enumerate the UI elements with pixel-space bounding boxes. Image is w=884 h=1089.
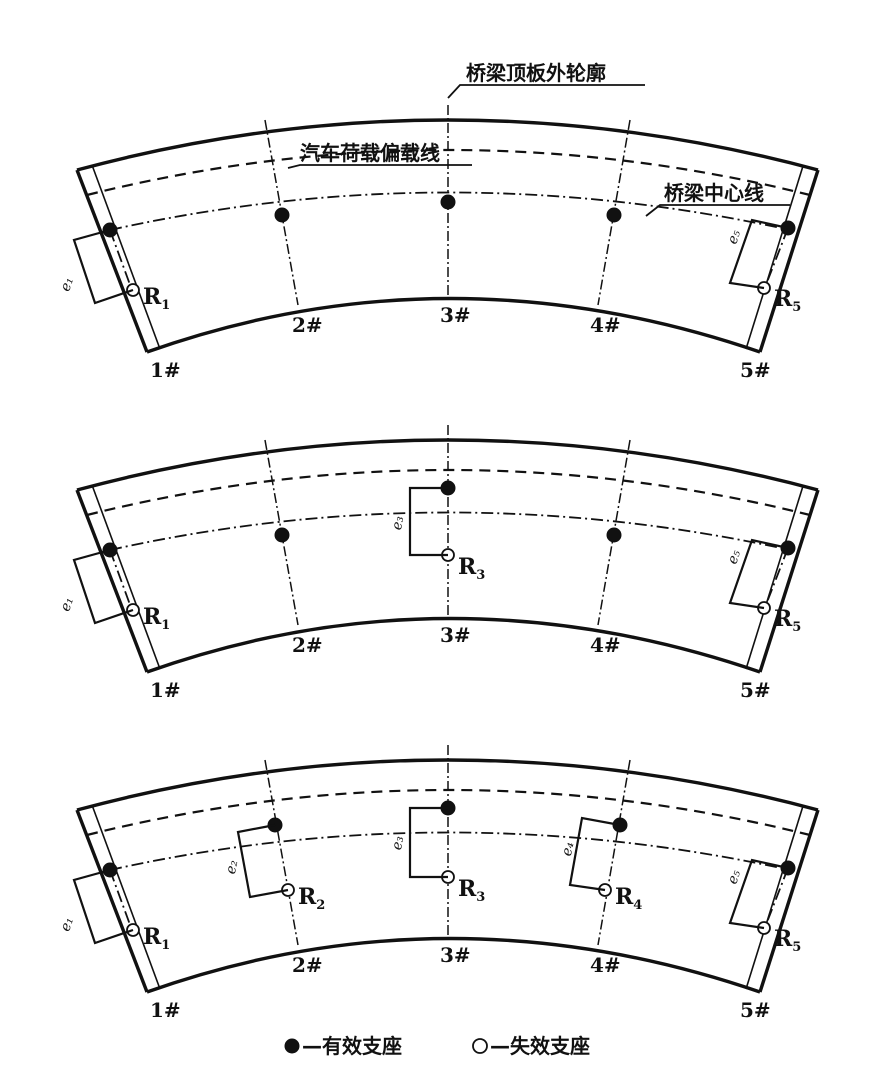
eccentricity-bracket-5 — [728, 218, 789, 290]
eccentricity-bracket-3 — [408, 806, 448, 879]
pier-label-1: 1# — [150, 998, 181, 1022]
eccentricity-label-e5: e₅ — [725, 868, 745, 887]
legend-effective-support-icon — [284, 1038, 300, 1054]
support-line-1 — [109, 869, 134, 934]
support-label-r3: R3 — [458, 554, 485, 583]
pier-label-3: 3# — [440, 943, 471, 967]
support-line-5 — [763, 867, 789, 931]
panel-2: e₁ e₃ e₅ R1 R3 R5 1# 2# 3# 4# 5# — [57, 425, 820, 702]
eccentricity-label-e2: e₂ — [223, 858, 242, 875]
deck-left-end-inner — [91, 164, 161, 350]
legend-effective-support-label: —有效支座 — [302, 1034, 402, 1058]
deck-left-end-inner — [91, 804, 161, 990]
pier-label-2: 2# — [292, 953, 323, 977]
effective-support-dot — [606, 207, 622, 223]
support-label-r3: R3 — [458, 876, 485, 905]
pier-line-2 — [264, 759, 299, 946]
eccentricity-label-e1: e₁ — [57, 595, 77, 613]
bridge-center-line — [109, 831, 791, 871]
eccentricity-label-e1: e₁ — [57, 275, 77, 293]
deck-right-end-inner — [745, 805, 804, 990]
support-line-5 — [763, 547, 789, 611]
pier-label-5: 5# — [740, 998, 771, 1022]
callout-outer-contour: 桥梁顶板外轮廓 — [466, 61, 606, 85]
deck-right-end — [758, 169, 820, 353]
deck-left-end-inner — [91, 484, 161, 670]
deck-inner-edge — [146, 936, 761, 994]
support-line-5 — [763, 227, 789, 291]
support-label-r1: R1 — [143, 284, 170, 313]
pier-label-5: 5# — [740, 678, 771, 702]
deck-right-end — [758, 809, 820, 993]
eccentricity-bracket-1 — [72, 868, 134, 945]
deck-right-end — [758, 489, 820, 673]
legend-failed-support-label: —失效支座 — [490, 1034, 590, 1058]
pier-line-4 — [597, 759, 631, 946]
pier-label-2: 2# — [292, 633, 323, 657]
pier-label-4: 4# — [590, 313, 621, 337]
callout-leader-load-line — [287, 164, 472, 169]
effective-support-dot — [274, 527, 290, 543]
bridge-center-line — [109, 511, 791, 551]
deck-left-end — [75, 809, 149, 993]
support-line-1 — [109, 229, 134, 294]
deck-right-end-inner — [745, 165, 804, 350]
callout-leader-outer-contour — [447, 84, 645, 99]
support-label-r4: R4 — [615, 884, 642, 913]
panel-3: e₁ e₂ e₃ e₄ e₅ R1 R2 R3 R4 R5 1# 2# 3# 4… — [57, 745, 820, 1022]
support-label-r5: R5 — [774, 606, 801, 635]
deck-inner-edge — [146, 296, 761, 354]
eccentricity-label-e3: e₃ — [389, 834, 407, 851]
panel-1: e₁ e₅ R1 R5 1# 2# 3# 4# 5# 桥梁顶板外轮廓 汽车荷载偏… — [57, 61, 820, 382]
effective-support-dot — [606, 527, 622, 543]
support-label-r5: R5 — [774, 926, 801, 955]
eccentricity-label-e5: e₅ — [725, 228, 745, 247]
pier-label-4: 4# — [590, 633, 621, 657]
legend-failed-support-icon — [472, 1038, 488, 1054]
eccentricity-label-e3: e₃ — [389, 514, 407, 531]
support-label-r2: R2 — [298, 884, 325, 913]
eccentricity-label-e1: e₁ — [57, 915, 77, 933]
deck-left-end — [75, 169, 149, 353]
pier-label-2: 2# — [292, 313, 323, 337]
callout-load-line: 汽车荷载偏载线 — [300, 141, 440, 165]
eccentricity-bracket-2 — [236, 823, 289, 899]
eccentricity-bracket-3 — [408, 486, 448, 557]
eccentricity-bracket-1 — [72, 548, 134, 625]
eccentricity-bracket-4 — [568, 816, 621, 892]
effective-support-dot — [440, 194, 456, 210]
support-line-1 — [109, 549, 134, 614]
support-label-r1: R1 — [143, 604, 170, 633]
legend: —有效支座 —失效支座 — [284, 1034, 590, 1058]
eccentricity-bracket-1 — [72, 228, 134, 305]
callout-leader-center-line — [645, 204, 790, 217]
pier-label-5: 5# — [740, 358, 771, 382]
pier-label-1: 1# — [150, 678, 181, 702]
deck-inner-edge — [146, 616, 761, 674]
pier-label-1: 1# — [150, 358, 181, 382]
support-label-r5: R5 — [774, 286, 801, 315]
pier-label-3: 3# — [440, 623, 471, 647]
deck-left-end — [75, 489, 149, 673]
bridge-center-line — [109, 191, 791, 231]
effective-support-dot — [274, 207, 290, 223]
eccentricity-bracket-5 — [728, 538, 789, 610]
eccentricity-label-e4: e₄ — [559, 840, 578, 857]
deck-right-end-inner — [745, 485, 804, 670]
eccentricity-bracket-5 — [728, 858, 789, 930]
eccentricity-label-e5: e₅ — [725, 548, 745, 567]
pier-label-3: 3# — [440, 303, 471, 327]
support-label-r1: R1 — [143, 924, 170, 953]
pier-label-4: 4# — [590, 953, 621, 977]
callout-center-line: 桥梁中心线 — [664, 181, 764, 205]
